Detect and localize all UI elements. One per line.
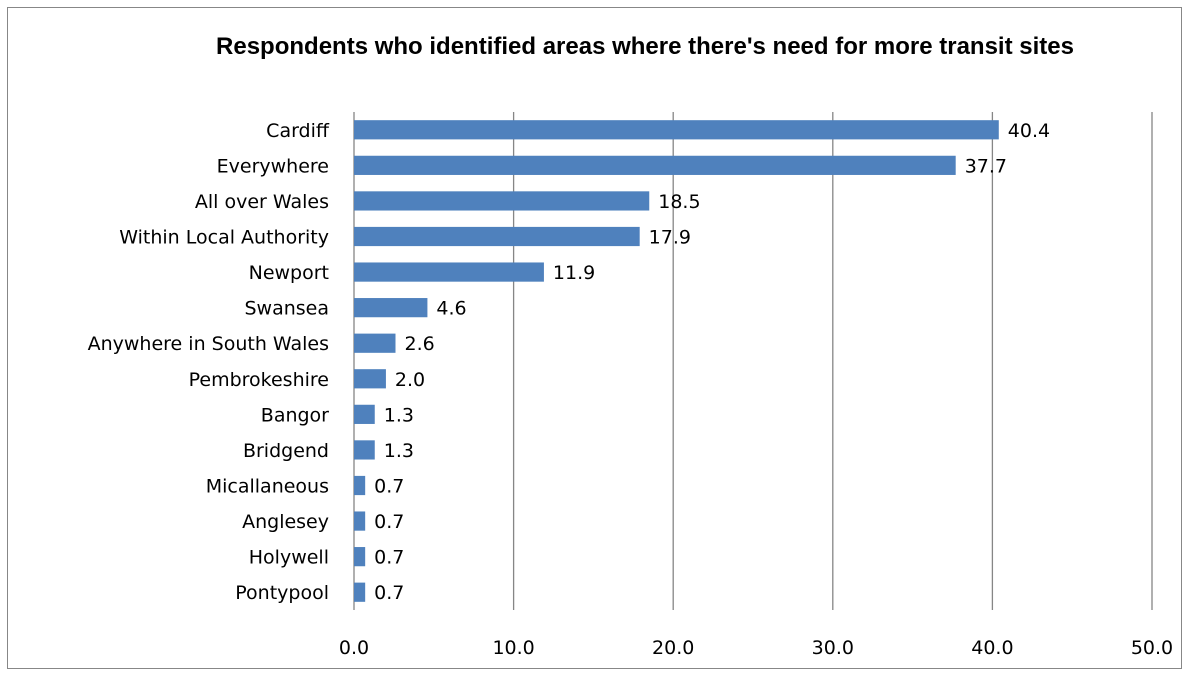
data-label: 18.5 [658,191,700,213]
data-label: 17.9 [649,227,691,249]
x-tick-label: 10.0 [492,637,534,659]
gridlines [353,112,1153,610]
bar [354,191,650,211]
chart-frame [7,7,1182,669]
data-label: 1.3 [384,440,414,462]
bar [354,440,375,460]
category-label: Bridgend [243,440,329,462]
category-label: Holywell [249,547,329,569]
data-label: 0.7 [374,547,404,569]
data-label: 37.7 [965,155,1007,177]
x-axis-tick-labels: 0.0 10.0 20.0 30.0 40.0 50.0 [339,637,1173,659]
bar [354,226,640,247]
bar [354,547,366,567]
data-label: 2.0 [395,369,425,391]
category-label: All over Wales [195,191,329,213]
data-label: 2.6 [404,333,434,355]
bar [354,298,428,318]
data-label: 0.7 [374,511,404,533]
data-label: 4.6 [436,298,466,320]
x-tick-label: 30.0 [812,637,854,659]
x-tick-label: 40.0 [971,637,1013,659]
category-label: Pontypool [235,582,329,604]
category-label: Bangor [261,404,329,426]
bar [354,511,366,531]
bar [354,475,366,496]
category-label: Everywhere [217,155,329,177]
category-label: Anywhere in South Wales [88,333,329,355]
chart-title: Respondents who identified areas where t… [216,33,1074,60]
x-tick-label: 20.0 [652,637,694,659]
category-labels: Cardiff Everywhere All over Wales Within Lo… [88,120,330,604]
category-label: Cardiff [266,120,330,142]
data-label: 11.9 [553,262,595,284]
bar [354,155,956,175]
data-label: 0.7 [374,476,404,498]
bar [354,582,366,602]
bar [354,369,386,389]
data-label: 1.3 [384,404,414,426]
category-label: Within Local Authority [119,227,329,249]
category-label: Newport [249,262,329,284]
x-tick-label: 50.0 [1131,637,1173,659]
data-label: 0.7 [374,582,404,604]
data-label: 40.4 [1008,120,1050,142]
category-label: Anglesey [242,511,329,533]
bar [354,404,375,424]
x-tick-label: 0.0 [339,637,369,659]
bar [354,333,396,353]
bar [354,262,544,282]
category-label: Swansea [244,298,329,320]
bar [354,120,999,140]
bars [354,120,999,602]
data-labels: 40.437.7 18.5 17.9 11.9 4.62.6 2.0 1.3 1.3 0.7 0.… [374,120,1050,604]
category-label: Micallaneous [206,476,329,498]
category-label: Pembrokeshire [189,369,329,391]
